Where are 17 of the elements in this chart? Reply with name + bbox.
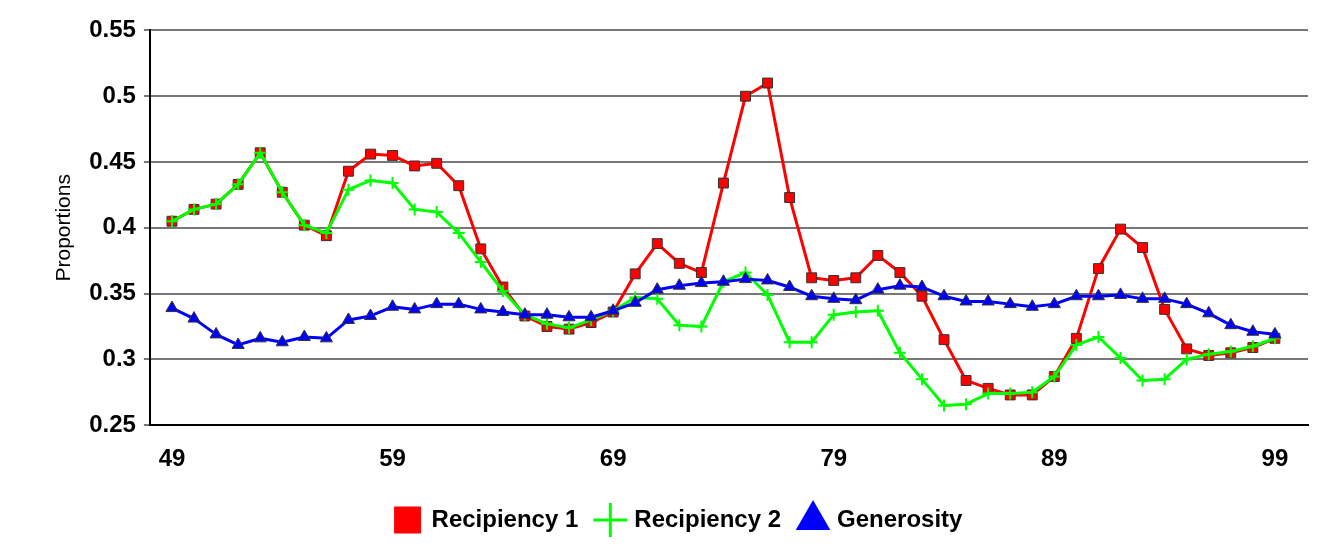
x-tick-label: 59	[379, 444, 406, 472]
x-tick-label: 99	[1261, 444, 1289, 472]
x-tick-label: 89	[1040, 444, 1068, 472]
y-axis-title: Proportions	[51, 174, 75, 282]
y-tick-label: 0.55	[89, 15, 136, 43]
y-tick-label: 0.35	[89, 278, 136, 306]
x-tick-label: 79	[820, 444, 848, 472]
y-tick-label: 0.4	[102, 212, 137, 240]
y-tick-label: 0.45	[89, 146, 136, 174]
x-tick-label: 49	[158, 444, 186, 472]
y-tick-label: 0.25	[89, 409, 136, 437]
legend-label: Generosity	[837, 504, 964, 532]
y-tick-label: 0.3	[102, 344, 136, 372]
legend-label: Recipiency 1	[431, 504, 579, 532]
x-tick-label: 69	[599, 444, 627, 472]
y-tick-label: 0.5	[102, 80, 136, 108]
legend-label: Recipiency 2	[634, 504, 782, 532]
